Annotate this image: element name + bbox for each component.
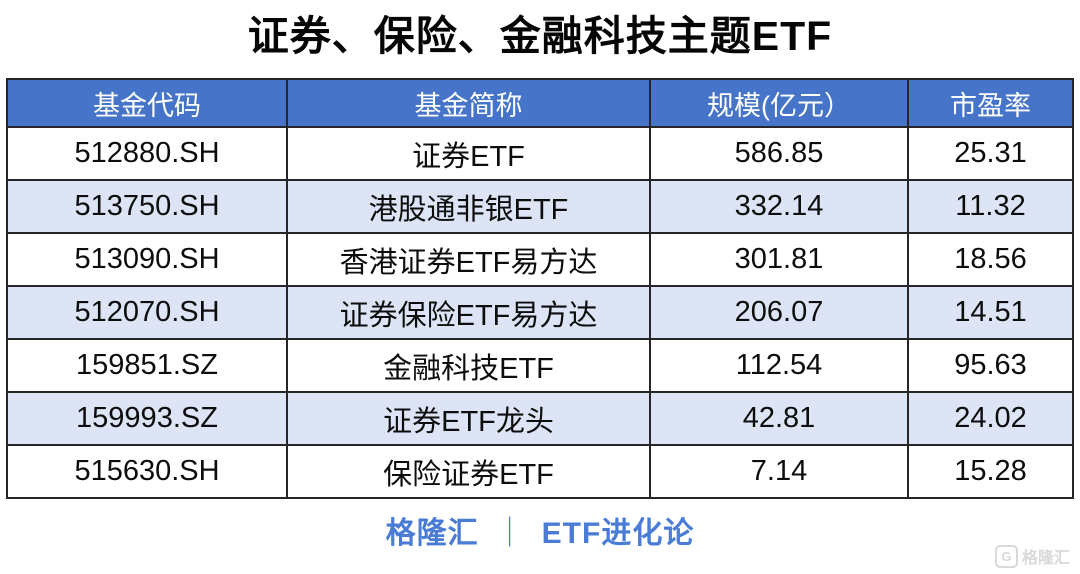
table-row: 513750.SH 港股通非银ETF 332.14 11.32 [6, 179, 1074, 234]
etf-table: 基金代码 基金简称 规模(亿元） 市盈率 512880.SH 证券ETF 586.8… [6, 78, 1074, 499]
column-header-fund-code: 基金代码 [6, 78, 288, 128]
table-cell: 保险证券ETF [286, 444, 651, 499]
footer-separator: ｜ [494, 517, 526, 550]
table-cell: 25.31 [907, 126, 1074, 181]
table-cell: 18.56 [907, 232, 1074, 287]
table-cell: 512880.SH [6, 126, 288, 181]
table-body: 512880.SH 证券ETF 586.85 25.31 513750.SH 港股通非银E… [6, 126, 1074, 499]
table-cell: 证券保险ETF易方达 [286, 285, 651, 340]
table-cell: 586.85 [649, 126, 909, 181]
footer-series-name: ETF进化论 [541, 517, 695, 550]
table-cell: 证券ETF [286, 126, 651, 181]
footer-brand: 格隆汇 [385, 517, 479, 550]
table-cell: 14.51 [907, 285, 1074, 340]
table-cell: 7.14 [649, 444, 909, 499]
table-row: 159993.SZ 证券ETF龙头 42.81 24.02 [6, 391, 1074, 446]
table-cell: 513090.SH [6, 232, 288, 287]
table-row: 515630.SH 保险证券ETF 7.14 15.28 [6, 444, 1074, 499]
watermark: G 格隆汇 [994, 544, 1070, 568]
column-header-fund-name: 基金简称 [286, 78, 651, 128]
table-cell: 112.54 [649, 338, 909, 393]
table-cell: 332.14 [649, 179, 909, 234]
table-cell: 206.07 [649, 285, 909, 340]
table-cell: 512070.SH [6, 285, 288, 340]
gelonghui-logo-icon: G [994, 544, 1018, 568]
table-cell: 港股通非银ETF [286, 179, 651, 234]
table-cell: 15.28 [907, 444, 1074, 499]
table-cell: 159851.SZ [6, 338, 288, 393]
table-row: 513090.SH 香港证券ETF易方达 301.81 18.56 [6, 232, 1074, 287]
table-header-row: 基金代码 基金简称 规模(亿元） 市盈率 [6, 78, 1074, 128]
table-row: 159851.SZ 金融科技ETF 112.54 95.63 [6, 338, 1074, 393]
table-cell: 513750.SH [6, 179, 288, 234]
table-row: 512880.SH 证券ETF 586.85 25.31 [6, 126, 1074, 181]
table-cell: 159993.SZ [6, 391, 288, 446]
table-cell: 24.02 [907, 391, 1074, 446]
table-cell: 95.63 [907, 338, 1074, 393]
table-cell: 42.81 [649, 391, 909, 446]
footer: 格隆汇 ｜ ETF进化论 [0, 508, 1080, 552]
column-header-scale: 规模(亿元） [649, 78, 909, 128]
table-cell: 515630.SH [6, 444, 288, 499]
page-title: 证券、保险、金融科技主题ETF [247, 13, 833, 59]
table-cell: 证券ETF龙头 [286, 391, 651, 446]
table-cell: 301.81 [649, 232, 909, 287]
column-header-pe-ratio: 市盈率 [907, 78, 1074, 128]
table-cell: 香港证券ETF易方达 [286, 232, 651, 287]
watermark-text: 格隆汇 [1021, 550, 1070, 567]
table-row: 512070.SH 证券保险ETF易方达 206.07 14.51 [6, 285, 1074, 340]
table-cell: 11.32 [907, 179, 1074, 234]
table-cell: 金融科技ETF [286, 338, 651, 393]
